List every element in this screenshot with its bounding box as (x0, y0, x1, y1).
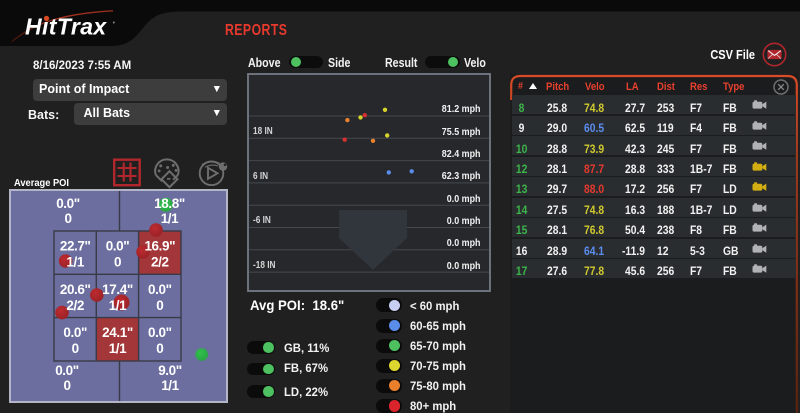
svg-text:1/1: 1/1 (109, 341, 127, 356)
svg-text:2/2: 2/2 (151, 255, 169, 270)
svg-text:24.1": 24.1" (102, 325, 133, 340)
svg-text:0: 0 (64, 211, 71, 226)
svg-text:20.6": 20.6" (60, 282, 91, 297)
svg-text:0.0": 0.0" (148, 325, 172, 340)
svg-text:0: 0 (156, 341, 163, 356)
svg-text:1/1: 1/1 (161, 211, 179, 226)
svg-text:0.0": 0.0" (63, 325, 87, 340)
svg-text:0: 0 (63, 378, 70, 393)
svg-text:2/2: 2/2 (66, 298, 84, 313)
svg-text:1/1: 1/1 (161, 378, 179, 393)
svg-text:0.0": 0.0" (106, 239, 130, 254)
svg-text:22.7": 22.7" (60, 239, 91, 254)
svg-text:16.9": 16.9" (144, 239, 175, 254)
svg-text:1/1: 1/1 (109, 298, 127, 313)
svg-text:0: 0 (114, 255, 121, 270)
svg-text:HitTrax: HitTrax (25, 14, 107, 40)
svg-text:0.0": 0.0" (148, 282, 172, 297)
svg-text:18.8": 18.8" (154, 196, 185, 211)
svg-text:0.0": 0.0" (56, 196, 80, 211)
svg-text:0: 0 (156, 298, 163, 313)
svg-text:17.4": 17.4" (102, 282, 133, 297)
svg-text:0: 0 (72, 341, 79, 356)
svg-text:1/1: 1/1 (66, 255, 84, 270)
svg-text:9.0": 9.0" (158, 363, 182, 378)
svg-text:0.0": 0.0" (55, 363, 79, 378)
